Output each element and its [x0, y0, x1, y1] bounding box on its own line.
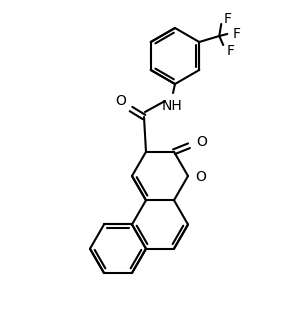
Text: NH: NH	[162, 99, 182, 113]
Text: F: F	[232, 27, 240, 41]
Text: O: O	[195, 170, 206, 184]
Text: O: O	[196, 135, 207, 149]
Text: F: F	[226, 44, 234, 58]
Text: O: O	[115, 94, 126, 108]
Text: F: F	[223, 12, 231, 26]
